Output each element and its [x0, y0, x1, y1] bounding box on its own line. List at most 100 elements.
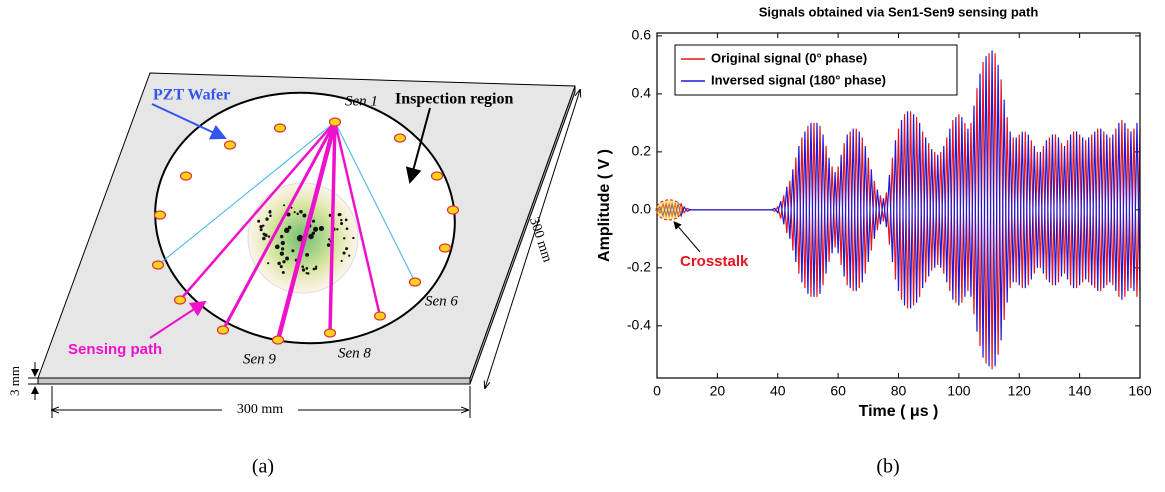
dot: [269, 214, 272, 218]
dot: [301, 268, 306, 272]
y-tick-label: -0.4: [627, 317, 651, 333]
x-tick-label: 0: [653, 383, 661, 399]
x-tick-label: 20: [710, 383, 726, 399]
sensor: [151, 260, 165, 270]
dot: [280, 240, 285, 246]
sensor: [216, 325, 230, 335]
x-tick-label: 140: [1068, 383, 1092, 399]
dot: [274, 244, 280, 250]
sensor: [273, 123, 287, 133]
dot: [340, 222, 344, 226]
dot: [315, 265, 318, 268]
sensor: [430, 171, 444, 181]
dot: [345, 247, 349, 251]
dot: [305, 266, 309, 270]
dot: [348, 254, 351, 257]
annotation: Crosstalk: [680, 253, 749, 270]
sensor: [446, 205, 460, 215]
dot: [327, 238, 331, 241]
dot: [302, 213, 307, 218]
dot: [259, 228, 263, 232]
path-label: Sensing path: [68, 341, 162, 358]
sensors: [151, 117, 460, 345]
dot: [311, 231, 316, 236]
sensor: [408, 277, 422, 287]
chart-title: Signals obtained via Sen1-Sen9 sensing p…: [759, 4, 1039, 19]
dot: [262, 224, 265, 227]
dot: [336, 228, 339, 231]
sensor-label: Sen 8: [338, 345, 371, 361]
dot: [286, 212, 291, 217]
dot: [308, 233, 314, 240]
label-bg: [222, 401, 298, 419]
y-tick-label: 0.6: [632, 27, 652, 43]
dot: [352, 236, 355, 240]
thin-paths: [157, 121, 416, 283]
dot: [305, 252, 309, 257]
sensor: [373, 311, 387, 321]
y-axis-label: Amplitude ( V ): [596, 149, 613, 262]
dot: [282, 260, 286, 264]
sensor: [173, 295, 187, 305]
caption: (a): [252, 456, 274, 478]
dot: [313, 226, 319, 232]
dot: [343, 237, 346, 240]
dot: [305, 271, 308, 275]
x-axis-label: Time ( μs ): [859, 403, 939, 420]
dot: [344, 218, 348, 222]
arrow: [405, 107, 431, 184]
dot: [267, 235, 271, 238]
dot: [314, 267, 318, 270]
dot: [318, 225, 325, 232]
dot: [257, 219, 261, 223]
dot: [280, 247, 285, 251]
dot: [326, 243, 331, 247]
region-label: Inspection region: [395, 91, 513, 108]
y-tick-label: -0.2: [627, 259, 651, 275]
y-tick-label: 0.2: [632, 143, 652, 159]
arrow: [151, 103, 227, 140]
dot: [290, 206, 293, 209]
dot: [267, 262, 270, 265]
dot: [265, 217, 269, 221]
sensor: [438, 243, 452, 253]
dot: [291, 249, 295, 253]
dot: [262, 232, 266, 236]
sensor: [223, 140, 237, 150]
dot: [268, 210, 272, 214]
legend-box: [674, 44, 958, 96]
x-tick-label: 160: [1128, 383, 1152, 399]
dot: [285, 256, 290, 261]
sensor: [153, 210, 167, 220]
x-tick-label: 120: [1008, 383, 1032, 399]
x-tick-label: 60: [830, 383, 846, 399]
dot: [281, 271, 285, 274]
dot: [259, 225, 263, 229]
dot: [280, 234, 284, 239]
depth-label: 300 mm: [526, 216, 555, 265]
dot: [283, 204, 286, 207]
crosstalk-marker: [655, 199, 683, 221]
sensor: [393, 133, 407, 143]
dot: [277, 261, 281, 266]
sensor-label: Sen 1: [345, 93, 378, 109]
signal-line: [656, 53, 1141, 370]
dot: [345, 227, 349, 231]
sensor-label: Sen 6: [425, 293, 458, 309]
legend-label: Inversed signal (180° phase): [711, 72, 886, 87]
dot: [342, 251, 346, 255]
dot: [311, 219, 316, 223]
dot: [340, 259, 343, 263]
arrow: [149, 300, 207, 339]
dot: [296, 212, 299, 216]
dot: [279, 251, 285, 256]
signal-line: [656, 50, 1141, 367]
y-tick-label: 0.4: [632, 85, 652, 101]
sensor: [328, 117, 342, 127]
x-tick-label: 100: [947, 383, 971, 399]
dot: [296, 234, 304, 242]
dot: [340, 218, 343, 222]
dot: [287, 225, 292, 230]
dot: [337, 213, 341, 217]
dot: [279, 265, 283, 269]
